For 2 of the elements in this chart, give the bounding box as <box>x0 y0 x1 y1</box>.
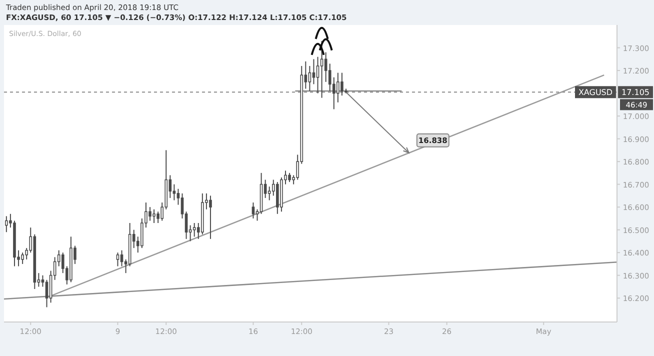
annotation: XAGUSD <box>578 88 613 98</box>
ref-line-label: 17.105 <box>622 88 650 98</box>
